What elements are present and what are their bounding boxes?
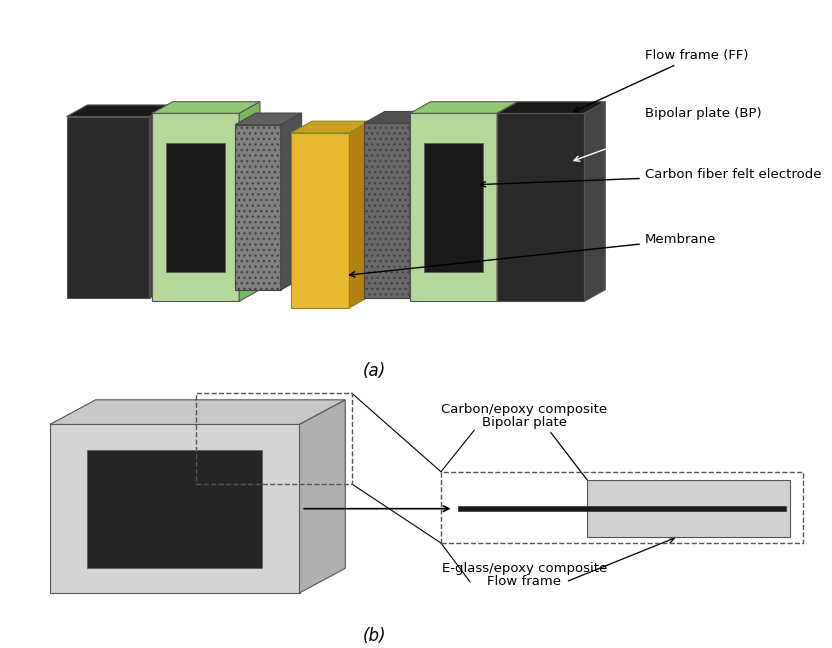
Polygon shape (166, 143, 225, 272)
Polygon shape (409, 113, 498, 301)
Polygon shape (498, 113, 584, 301)
Polygon shape (584, 102, 606, 301)
Text: (a): (a) (363, 362, 386, 380)
Polygon shape (235, 113, 302, 124)
Polygon shape (235, 124, 281, 290)
Polygon shape (409, 102, 518, 113)
Polygon shape (152, 102, 260, 113)
Polygon shape (364, 123, 410, 298)
Polygon shape (349, 121, 370, 308)
Polygon shape (67, 105, 171, 117)
Polygon shape (424, 143, 483, 272)
Polygon shape (498, 102, 518, 301)
Bar (458, 506, 786, 511)
Text: Bipolar plate: Bipolar plate (482, 416, 567, 429)
Polygon shape (281, 113, 302, 290)
Text: Carbon fiber felt electrode: Carbon fiber felt electrode (480, 168, 821, 187)
Text: Bipolar plate (BP): Bipolar plate (BP) (574, 107, 761, 161)
Polygon shape (150, 105, 171, 298)
Bar (441, 472, 803, 543)
Polygon shape (152, 113, 240, 301)
Text: Flow frame (FF): Flow frame (FF) (574, 49, 748, 111)
Text: Membrane: Membrane (349, 233, 716, 277)
Polygon shape (364, 111, 431, 123)
Polygon shape (50, 424, 300, 593)
Text: E-glass/epoxy composite: E-glass/epoxy composite (442, 562, 607, 575)
Text: (b): (b) (363, 627, 386, 645)
Polygon shape (291, 121, 370, 133)
Text: Flow frame: Flow frame (488, 575, 561, 588)
Polygon shape (240, 102, 260, 301)
Polygon shape (50, 400, 345, 424)
Bar (587, 480, 790, 537)
Polygon shape (498, 102, 606, 113)
Polygon shape (410, 111, 431, 298)
Polygon shape (67, 117, 150, 298)
Polygon shape (291, 133, 349, 308)
Text: Carbon/epoxy composite: Carbon/epoxy composite (441, 403, 607, 416)
Polygon shape (300, 400, 345, 593)
Polygon shape (87, 450, 262, 568)
